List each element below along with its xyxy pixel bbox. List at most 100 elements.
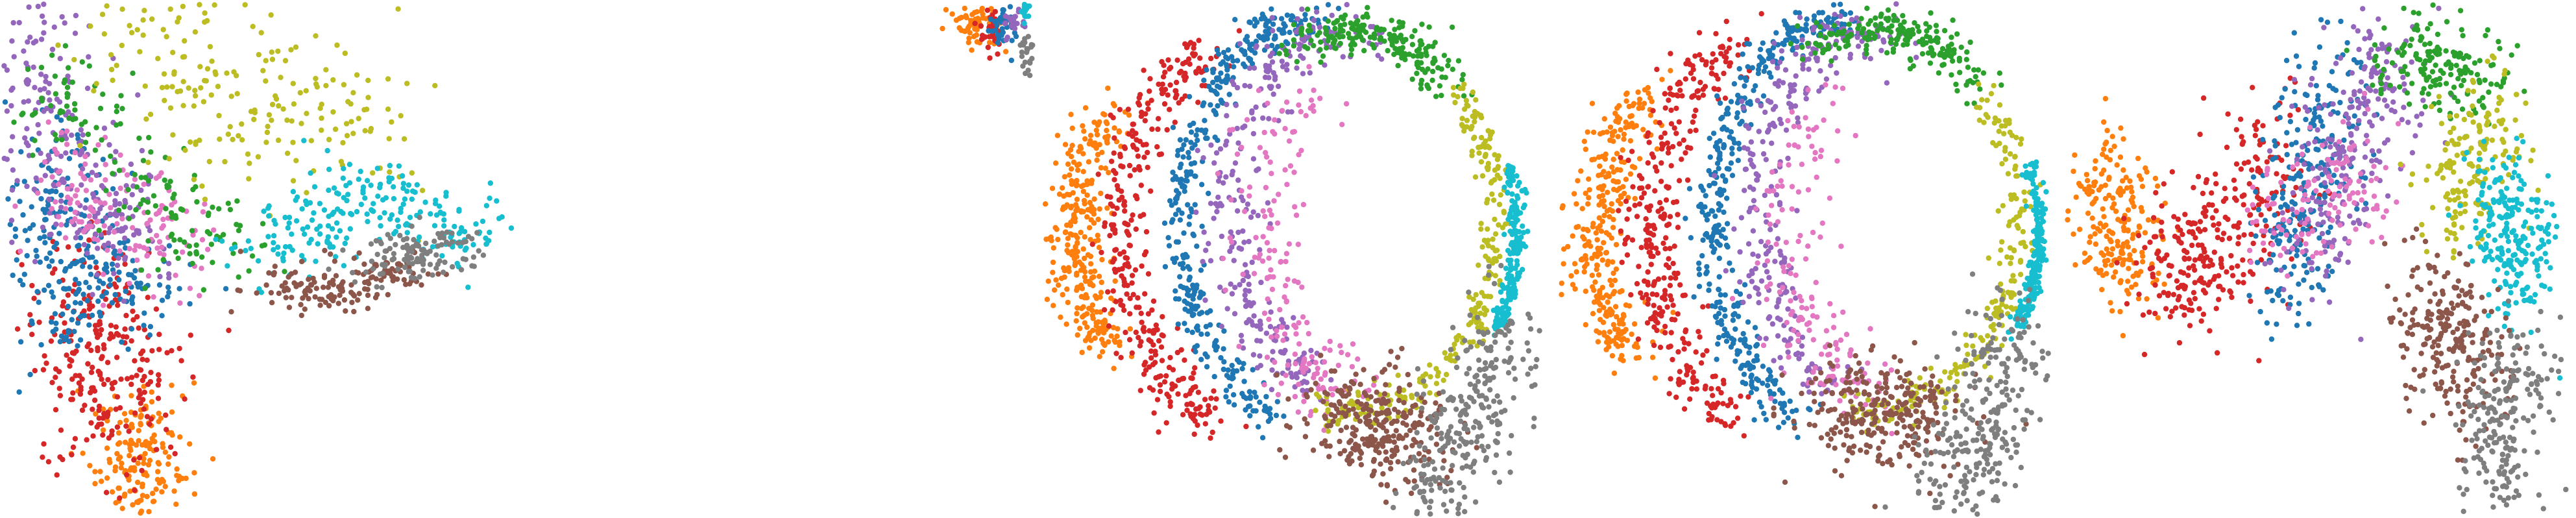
- scatter-point: [431, 238, 437, 244]
- scatter-point: [1428, 499, 1434, 504]
- scatter-point: [1112, 227, 1118, 233]
- scatter-point: [1218, 70, 1224, 76]
- scatter-point: [1019, 49, 1025, 55]
- scatter-point: [1437, 485, 1443, 491]
- scatter-point: [57, 208, 64, 214]
- scatter-point: [46, 156, 53, 162]
- scatter-point: [1102, 342, 1108, 348]
- scatter-point: [84, 343, 90, 349]
- scatter-point: [1425, 462, 1431, 467]
- scatter-point: [400, 185, 406, 191]
- scatter-point: [222, 158, 228, 165]
- scatter-point: [206, 158, 212, 165]
- scatter-point: [199, 265, 204, 271]
- series-gray: [1017, 34, 1036, 79]
- scatter-point: [1649, 354, 1656, 360]
- scatter-point: [311, 184, 318, 190]
- scatter-point: [64, 334, 69, 340]
- scatter-point: [1393, 445, 1400, 450]
- scatter-point: [940, 25, 945, 32]
- scatter-point: [128, 326, 135, 332]
- scatter-point: [148, 369, 154, 375]
- scatter-point: [1173, 88, 1178, 94]
- scatter-point: [1395, 459, 1401, 465]
- scatter-point: [1433, 411, 1439, 417]
- scatter-point: [1266, 225, 1272, 231]
- scatter-point: [1476, 150, 1482, 156]
- scatter-point: [1330, 392, 1335, 398]
- scatter-point: [487, 195, 492, 201]
- scatter-point: [1472, 119, 1477, 125]
- scatter-point: [1357, 455, 1363, 462]
- scatter-point: [187, 441, 193, 447]
- scatter-point: [144, 357, 150, 363]
- scatter-point: [249, 253, 256, 259]
- scatter-point: [417, 274, 422, 280]
- scatter-point: [1336, 399, 1343, 405]
- scatter-point: [1484, 200, 1490, 206]
- scatter-point: [121, 411, 128, 417]
- scatter-point: [1311, 371, 1317, 378]
- scatter-point: [1412, 28, 1418, 34]
- scatter-point: [1632, 165, 1638, 171]
- scatter-point: [1258, 16, 1264, 22]
- scatter-point: [1285, 362, 1291, 368]
- scatter-point: [1168, 64, 1174, 71]
- scatter-point: [282, 214, 288, 221]
- scatter-point: [182, 38, 188, 44]
- scatter-point: [145, 160, 151, 166]
- scatter-plot-4: [1559, 1, 2051, 517]
- scatter-point: [1262, 214, 1268, 219]
- scatter-point: [49, 188, 55, 194]
- scatter-point: [10, 85, 16, 92]
- scatter-point: [266, 203, 272, 209]
- scatter-point: [1105, 289, 1111, 295]
- scatter-point: [1186, 221, 1192, 227]
- scatter-point: [1463, 441, 1468, 447]
- scatter-point: [1088, 208, 1095, 214]
- scatter-point: [1477, 425, 1483, 430]
- scatter-point: [1459, 121, 1465, 128]
- scatter-point: [440, 269, 446, 275]
- scatter-point: [313, 75, 319, 82]
- scatter-point: [1475, 378, 1481, 384]
- scatter-point: [1080, 188, 1086, 195]
- scatter-point: [141, 384, 147, 389]
- scatter-point: [1189, 329, 1195, 336]
- scatter-point: [64, 186, 71, 192]
- scatter-point: [35, 122, 41, 128]
- scatter-point: [1136, 334, 1141, 341]
- scatter-point: [1477, 301, 1483, 306]
- scatter-point: [1133, 226, 1139, 232]
- scatter-point: [147, 324, 154, 330]
- scatter-point: [210, 204, 215, 210]
- scatter-point: [1476, 144, 1481, 151]
- scatter-point: [1601, 183, 1607, 189]
- scatter-point: [1381, 27, 1387, 32]
- scatter-point: [1065, 242, 1071, 248]
- scatter-point: [1227, 383, 1233, 389]
- scatter-point: [1229, 362, 1235, 369]
- scatter-point: [1284, 62, 1290, 68]
- scatter-point: [52, 73, 58, 79]
- scatter-point: [95, 218, 101, 225]
- scatter-point: [1318, 39, 1324, 45]
- scatter-point: [1098, 190, 1104, 197]
- scatter-point: [101, 242, 107, 249]
- scatter-point: [190, 232, 196, 238]
- scatter-point: [1134, 147, 1140, 153]
- scatter-point: [1285, 277, 1291, 282]
- scatter-point: [101, 223, 107, 229]
- scatter-point: [1121, 203, 1128, 208]
- scatter-point: [1464, 117, 1470, 123]
- scatter-point: [1139, 263, 1145, 269]
- scatter-point: [1263, 21, 1269, 27]
- scatter-point: [1433, 441, 1440, 447]
- scatter-point: [385, 291, 391, 298]
- scatter-point: [1122, 208, 1128, 214]
- scatter-point: [1302, 356, 1307, 362]
- scatter-point: [401, 277, 407, 283]
- scatter-point: [1468, 306, 1475, 313]
- scatter-point: [58, 153, 64, 159]
- scatter-point: [53, 366, 59, 372]
